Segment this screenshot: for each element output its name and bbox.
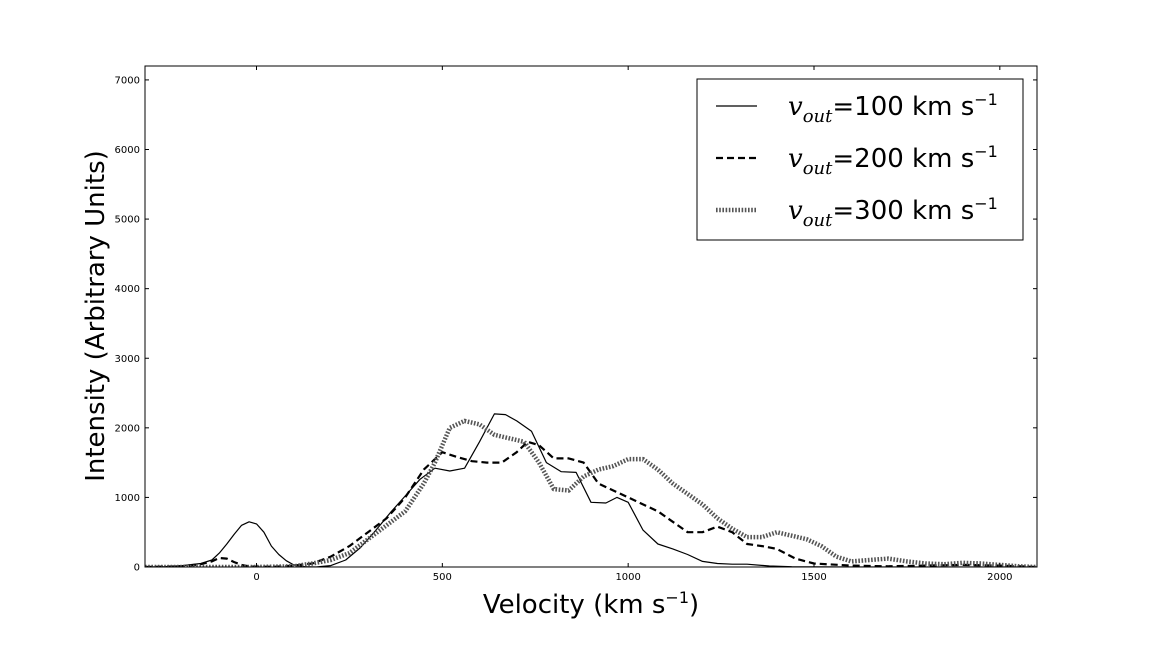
y-tick-label: 5000 (115, 215, 140, 226)
x-axis-label: Velocity (km s−1) (483, 588, 699, 620)
x-tick-label: 1500 (801, 572, 826, 583)
x-tick-label: 2000 (987, 572, 1012, 583)
x-axis-ticks: 0 500 1000 1500 2000 (253, 66, 1013, 583)
y-tick-label: 6000 (115, 145, 140, 156)
y-axis-label: Intensity (Arbitrary Units) (81, 150, 111, 482)
series-layer (145, 413, 1037, 567)
y-tick-label: 1000 (115, 493, 140, 504)
plot-frame (144, 65, 1038, 568)
y-tick-label: 0 (134, 563, 140, 574)
series-line-2 (145, 440, 1037, 567)
legend-items: vout=100 km s−1 vout=200 km s−1 vout=300 k… (716, 90, 998, 231)
y-tick-label: 4000 (115, 284, 140, 295)
legend-label-2: vout=200 km s−1 (788, 142, 998, 179)
legend-label-1: vout=100 km s−1 (788, 90, 998, 127)
y-axis-ticks: 0 1000 2000 3000 4000 5000 6000 7000 (115, 75, 1037, 574)
y-tick-label: 2000 (115, 423, 140, 434)
y-tick-label: 3000 (115, 354, 140, 365)
x-tick-label: 500 (433, 572, 452, 583)
series-line-3 (145, 418, 1037, 567)
x-tick-label: 0 (253, 572, 259, 583)
series-line-1 (145, 413, 1037, 567)
x-tick-label: 1000 (615, 572, 640, 583)
legend-label-3: vout=300 km s−1 (788, 194, 998, 231)
y-tick-label: 7000 (115, 75, 140, 86)
legend: vout=100 km s−1 vout=200 km s−1 vout=300 k… (696, 78, 1024, 241)
